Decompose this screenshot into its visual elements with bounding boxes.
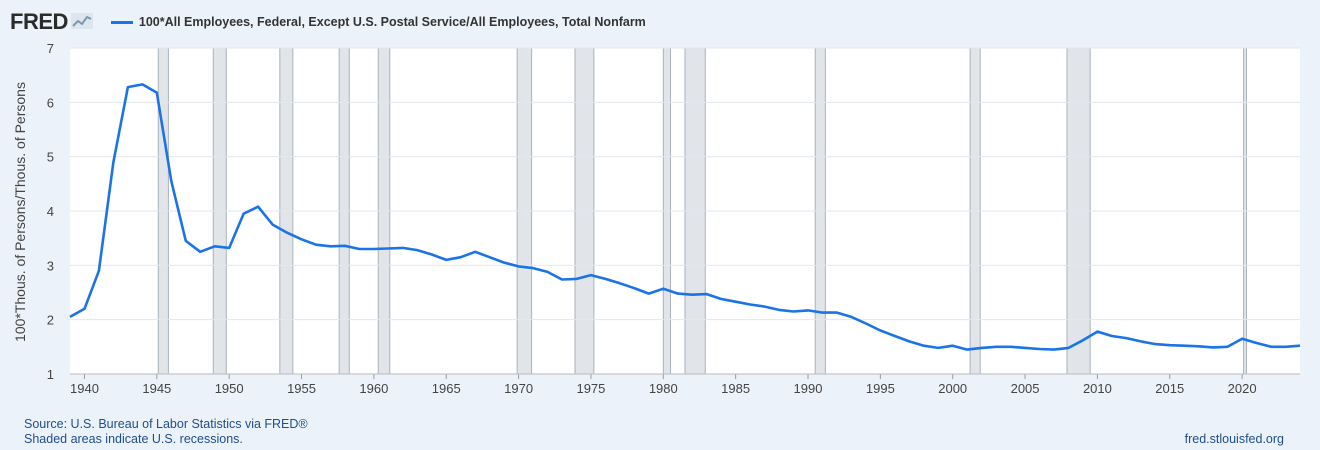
fred-logo[interactable]: FRED [10,9,93,35]
chart-header: FRED 100*All Employees, Federal, Except … [10,8,646,36]
x-tick-label: 1990 [794,381,823,396]
x-tick-label: 2020 [1228,381,1257,396]
y-tick-label: 3 [47,258,54,273]
legend-label: 100*All Employees, Federal, Except U.S. … [138,15,646,29]
x-tick-label: 2015 [1155,381,1184,396]
chart-legend: 100*All Employees, Federal, Except U.S. … [110,15,646,29]
series-line [69,83,1301,351]
x-tick-label: 2005 [1011,381,1040,396]
x-tick-label: 1960 [359,381,388,396]
x-tick-label: 1950 [215,381,244,396]
x-tick-label: 1985 [721,381,750,396]
y-tick-label: 6 [47,95,54,110]
x-tick-label: 1945 [142,381,171,396]
footer-site[interactable]: fred.stlouisfed.org [1184,432,1284,446]
x-tick-label: 2000 [938,381,967,396]
y-tick-label: 5 [47,150,54,165]
legend-swatch [110,20,133,24]
line-chart-icon [70,9,93,35]
x-tick-label: 1965 [432,381,461,396]
y-tick-label: 7 [47,41,54,56]
y-tick-label: 1 [47,367,54,382]
y-tick-label: 4 [47,204,54,219]
x-tick-label: 1995 [866,381,895,396]
x-tick-label: 1955 [287,381,316,396]
footer-source: Source: U.S. Bureau of Labor Statistics … [24,417,308,447]
logo-text: FRED [10,9,68,34]
x-tick-label: 1970 [504,381,533,396]
x-tick-label: 1940 [70,381,99,396]
x-tick-label: 2010 [1083,381,1112,396]
x-tick-label: 1975 [576,381,605,396]
recessions-note: Shaded areas indicate U.S. recessions. [24,432,243,446]
y-tick-label: 2 [47,313,54,328]
source-text: Source: U.S. Bureau of Labor Statistics … [24,417,308,431]
x-tick-label: 1980 [649,381,678,396]
